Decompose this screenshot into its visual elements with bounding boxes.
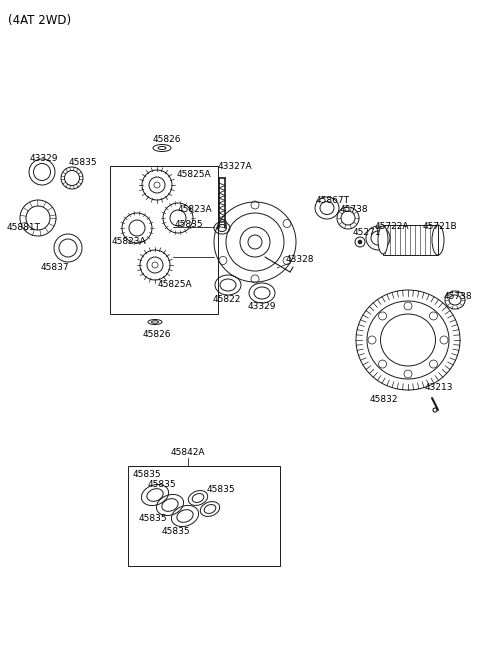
Text: 45722A: 45722A [375, 222, 409, 231]
Text: 43328: 43328 [286, 255, 314, 264]
Text: 45738: 45738 [340, 205, 369, 214]
Ellipse shape [152, 262, 158, 268]
Text: 43329: 43329 [30, 154, 59, 163]
Text: 45823A: 45823A [112, 237, 146, 246]
Text: 45825A: 45825A [158, 280, 192, 289]
Text: 45738: 45738 [444, 292, 473, 301]
Ellipse shape [149, 177, 165, 193]
Text: 45867T: 45867T [316, 196, 350, 205]
Text: 45835: 45835 [162, 527, 191, 536]
Text: (4AT 2WD): (4AT 2WD) [8, 14, 71, 27]
Text: 45721B: 45721B [423, 222, 457, 231]
Text: 45835: 45835 [207, 485, 236, 494]
Bar [128, 466, 280, 566]
Text: 45837: 45837 [41, 263, 70, 272]
Text: 45822: 45822 [213, 295, 241, 304]
Text: 45835: 45835 [69, 158, 97, 167]
Text: 45832: 45832 [370, 395, 398, 404]
Text: 45823A: 45823A [178, 205, 213, 214]
Text: 45842A: 45842A [171, 448, 205, 457]
Text: 45835: 45835 [133, 470, 162, 479]
Ellipse shape [154, 182, 160, 188]
Text: 45835: 45835 [148, 480, 177, 489]
Ellipse shape [147, 257, 163, 273]
Text: 43327A: 43327A [218, 162, 252, 171]
Text: 45271: 45271 [353, 228, 382, 237]
Text: 45835: 45835 [174, 220, 203, 229]
Bar [383, 225, 438, 255]
Circle shape [358, 240, 362, 244]
Text: 45835: 45835 [139, 514, 168, 523]
Text: 43329: 43329 [248, 302, 276, 311]
Text: 45826: 45826 [143, 330, 171, 339]
Text: 43213: 43213 [425, 383, 454, 392]
Bar [110, 166, 218, 314]
Text: 45825A: 45825A [177, 170, 212, 179]
Text: 45826: 45826 [153, 135, 181, 144]
Ellipse shape [378, 226, 388, 254]
Text: 45881T: 45881T [7, 223, 41, 232]
